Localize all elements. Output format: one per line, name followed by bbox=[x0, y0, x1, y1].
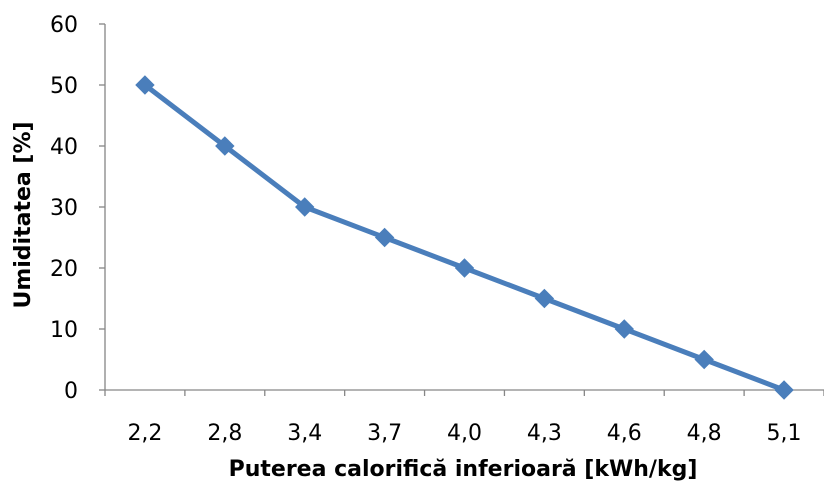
y-tick-label: 50 bbox=[50, 74, 78, 99]
series-line bbox=[142, 82, 787, 393]
x-tick-label: 2,2 bbox=[127, 421, 162, 446]
series-layer bbox=[135, 75, 794, 400]
x-tick-label: 2,8 bbox=[207, 421, 242, 446]
y-tick-label: 10 bbox=[50, 318, 78, 343]
data-point-marker bbox=[534, 288, 555, 309]
x-tick-label: 4,3 bbox=[527, 421, 562, 446]
data-point-marker bbox=[374, 227, 395, 248]
data-point-marker bbox=[135, 75, 155, 95]
data-point-marker bbox=[614, 319, 634, 339]
x-tick-label: 5,1 bbox=[767, 421, 802, 446]
y-tick-label: 20 bbox=[50, 257, 78, 282]
data-point-marker bbox=[295, 197, 315, 217]
y-tick-label: 60 bbox=[50, 13, 78, 38]
axes bbox=[104, 24, 824, 391]
y-tick-label: 0 bbox=[64, 379, 78, 404]
y-tick-label: 30 bbox=[50, 196, 78, 221]
data-point-marker bbox=[774, 380, 794, 400]
x-tick-label: 4,6 bbox=[607, 421, 642, 446]
data-point-marker bbox=[454, 258, 475, 278]
y-tick-label: 40 bbox=[50, 135, 78, 160]
data-point-marker bbox=[694, 349, 714, 370]
x-tick-label: 3,4 bbox=[287, 421, 322, 446]
x-tick-label: 4,8 bbox=[687, 421, 722, 446]
x-ticks: 2,2 2,8 3,4 3,7 4,0 4,3 4,6 4,8 5,1 bbox=[104, 390, 824, 446]
x-tick-label: 4,0 bbox=[447, 421, 482, 446]
data-point-marker bbox=[215, 136, 235, 156]
y-ticks: 0 10 20 30 40 50 60 bbox=[50, 13, 105, 404]
y-axis-title: Umiditatea [%] bbox=[11, 121, 36, 308]
x-tick-label: 3,7 bbox=[367, 421, 402, 446]
x-axis-title: Puterea calorifică inferioară [kWh/kg] bbox=[229, 457, 698, 481]
